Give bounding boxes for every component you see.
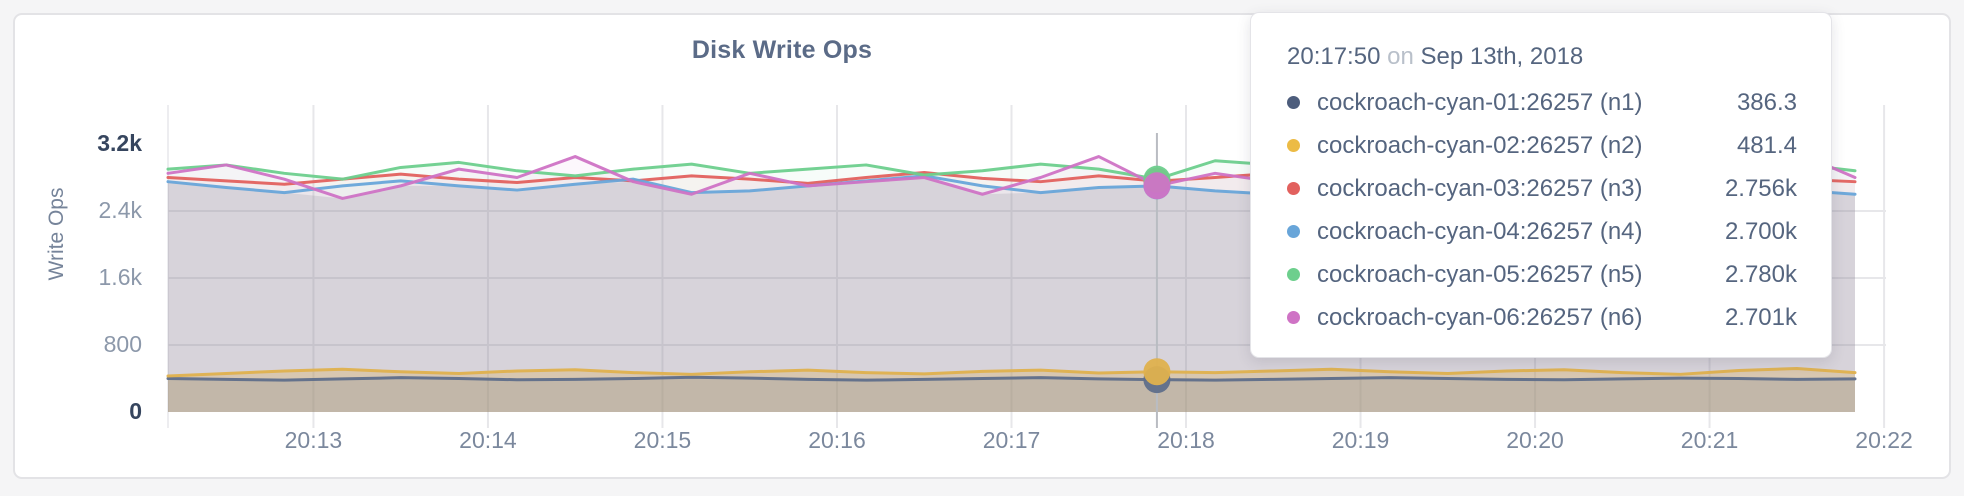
series-area-slate [168,377,1855,412]
hover-dot[interactable] [1143,172,1171,200]
tooltip-rows: cockroach-cyan-01:26257 (n1) 386.3 cockroa… [1287,81,1797,339]
tooltip-row: cockroach-cyan-06:26257 (n6) 2.701k [1287,296,1797,339]
series-line [166,366,1857,378]
series-dot-icon [1287,268,1300,281]
tooltip-header: 20:17:50 on Sep 13th, 2018 [1287,39,1797,75]
tooltip-time: 20:17:50 [1287,43,1381,70]
tooltip-series-label: cockroach-cyan-04:26257 (n4) [1317,217,1643,245]
series-dot-icon [1287,225,1300,238]
tooltip-series-label: cockroach-cyan-02:26257 (n2) [1317,131,1643,159]
tooltip-series-value: 2.701k [1724,303,1797,331]
series-dot-icon [1287,139,1300,152]
tooltip-series-value: 2.756k [1724,174,1797,202]
chart-title: Disk Write Ops [691,36,873,64]
tooltip-row: cockroach-cyan-04:26257 (n4) 2.700k [1287,210,1797,253]
tooltip-row: cockroach-cyan-01:26257 (n1) 386.3 [1287,81,1797,124]
hover-dot[interactable] [1143,358,1171,386]
tooltip-row: cockroach-cyan-03:26257 (n3) 2.756k [1287,167,1797,210]
series-dot-icon [1287,182,1300,195]
tooltip-series-label: cockroach-cyan-06:26257 (n6) [1317,303,1643,331]
tooltip-series-label: cockroach-cyan-03:26257 (n3) [1317,174,1643,202]
series-dot-icon [1287,311,1300,324]
tooltip-series-value: 2.700k [1724,217,1797,245]
chart-tooltip: 20:17:50 on Sep 13th, 2018 cockroach-cya… [1250,12,1832,358]
tooltip-series-label: cockroach-cyan-01:26257 (n1) [1317,88,1643,116]
tooltip-series-label: cockroach-cyan-05:26257 (n5) [1317,260,1643,288]
tooltip-row: cockroach-cyan-02:26257 (n2) 481.4 [1287,124,1797,167]
tooltip-conjunction: on [1387,43,1414,70]
tooltip-date: Sep 13th, 2018 [1420,43,1584,70]
tooltip-series-value: 481.4 [1736,131,1797,159]
series-dot-icon [1287,96,1300,109]
series-line [166,375,1857,382]
tooltip-series-value: 2.780k [1724,260,1797,288]
tooltip-row: cockroach-cyan-05:26257 (n5) 2.780k [1287,253,1797,296]
tooltip-series-value: 386.3 [1736,88,1797,116]
